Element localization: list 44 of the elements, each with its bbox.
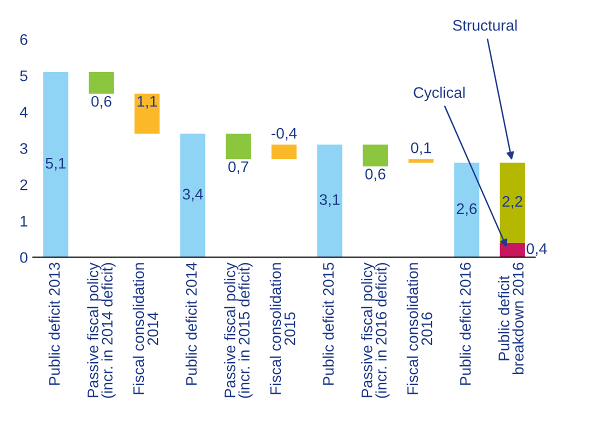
bar xyxy=(317,144,342,258)
y-tick-label: 1 xyxy=(20,216,28,226)
x-tick-label: Passive fiscal policy (incr. in 2016 deficit) xyxy=(361,262,390,398)
data-label: 0,6 xyxy=(365,168,386,182)
data-label: 3,4 xyxy=(182,188,203,202)
bar xyxy=(408,159,434,163)
x-tick-label: Fiscal consolidation 2014 xyxy=(132,263,158,394)
y-tick-label: 5 xyxy=(20,70,28,82)
x-tick-label: Public deficit 2015 xyxy=(322,262,334,385)
data-label: 0,6 xyxy=(91,96,112,109)
bar xyxy=(88,72,114,94)
bar xyxy=(180,134,206,258)
data-label: 2,2 xyxy=(502,196,522,209)
data-label: 5,1 xyxy=(46,158,66,170)
x-tick-label: Public deficit 2014 xyxy=(186,262,197,385)
x-tick-label: Fiscal consolidation 2015 xyxy=(270,263,296,394)
data-label: 2,6 xyxy=(456,203,477,216)
bar xyxy=(454,162,480,258)
data-label: 1,1 xyxy=(138,96,157,109)
data-label: 0,7 xyxy=(228,161,248,174)
bar xyxy=(43,72,68,258)
data-label: 0,1 xyxy=(411,142,431,156)
bar xyxy=(362,144,388,166)
text: Cyclical xyxy=(414,86,465,102)
data-label: 0,4 xyxy=(526,243,547,256)
x-tick-label: Public deficit 2013 xyxy=(48,262,60,385)
y-tick-label: 2 xyxy=(20,179,28,190)
y-tick-label: 6 xyxy=(20,34,28,45)
bar xyxy=(271,144,297,160)
x-tick-label: Public deficit breakdown 2016 xyxy=(498,262,524,374)
x-tick-label: Passive fiscal policy (incr. in 2014 deficit) xyxy=(87,262,116,398)
x-tick-label: Fiscal consolidation 2016 xyxy=(406,263,432,394)
y-tick-label: 0 xyxy=(20,252,28,263)
y-tick-label: 3 xyxy=(20,143,28,154)
bar xyxy=(500,242,525,258)
x-tick-label: Public deficit 2016 xyxy=(460,262,471,385)
data-label: 3,1 xyxy=(320,194,340,207)
x-tick-label: Passive fiscal policy (incr. in 2015 deficit) xyxy=(224,262,253,398)
bar xyxy=(226,134,251,160)
bar xyxy=(500,162,525,243)
data-label: -0,4 xyxy=(272,128,297,140)
text: Structural xyxy=(452,20,517,31)
y-tick-label: 4 xyxy=(20,106,28,118)
bar xyxy=(134,94,160,134)
